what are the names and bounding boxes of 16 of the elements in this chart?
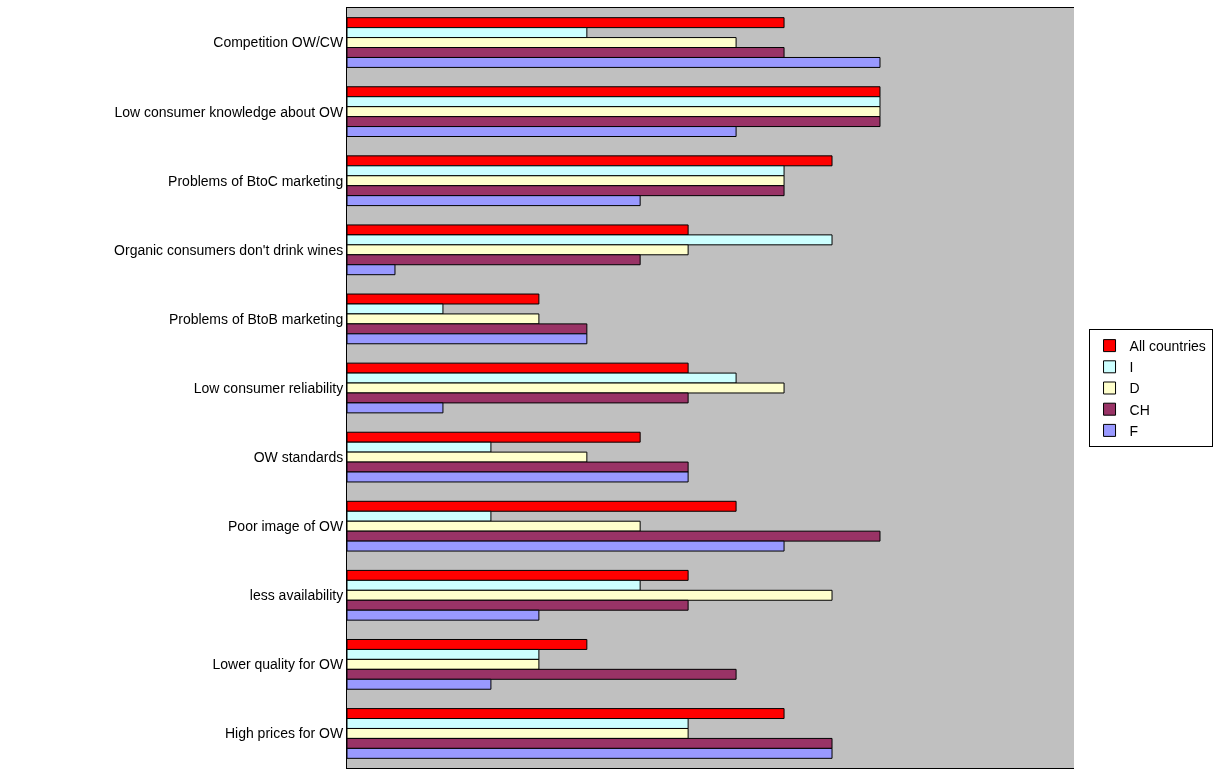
y-tick-label: Problems of BtoC marketing [168,172,344,189]
y-tick-label: less availability [249,587,344,604]
legend-label: CH [1129,401,1150,418]
legend-label: I [1129,359,1134,376]
legend-label: All countries [1129,338,1206,355]
y-tick-label: Poor image of OW [228,518,344,535]
legend-label: D [1129,380,1140,397]
y-tick-label: Low consumer knowledge about OW [114,103,344,120]
y-tick-label: Lower quality for OW [212,656,344,673]
y-tick-label: Problems of BtoB marketing [168,310,344,327]
y-tick-label: High prices for OW [224,725,344,742]
legend-label: F [1129,422,1139,439]
y-tick-label: Low consumer reliability [193,379,344,396]
y-tick-label: Competition OW/CW [213,34,344,51]
y-tick-label: Organic consumers don't drink wines [114,241,344,258]
y-tick-label: OW standards [253,448,344,465]
